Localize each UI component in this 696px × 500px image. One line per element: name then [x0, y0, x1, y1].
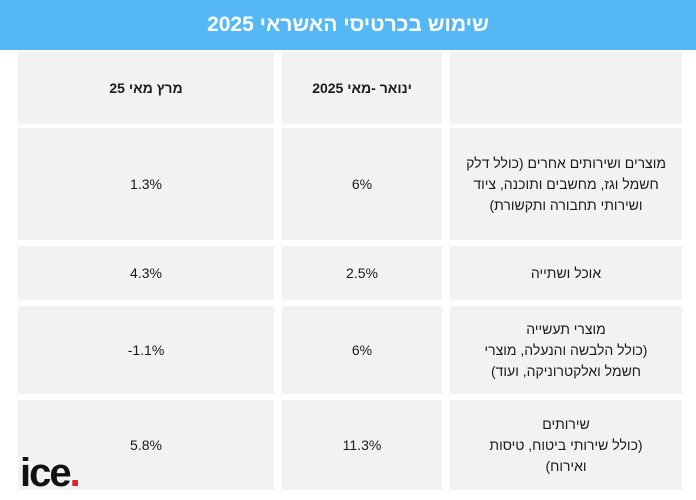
table-cell-mom: 5.8% — [18, 400, 274, 490]
category-line: ואירוח) — [545, 457, 587, 474]
category-line: שירותים — [542, 415, 590, 432]
category-line: חשמל ואלקטרוניקה, ועוד) — [491, 362, 642, 379]
category-line: אוכל ושתייה — [530, 264, 602, 281]
category-line: חשמל וגז, מחשבים ותוכנה, ציוד — [473, 175, 659, 192]
table-cell-mom: 1.3% — [18, 128, 274, 240]
category-line: ושירותי תחבורה ותקשורת) — [489, 196, 643, 213]
table-cell-ytd: 2.5% — [282, 246, 442, 300]
category-line: (כולל הלבשה והנעלה, מוצרי — [484, 341, 648, 358]
header-ytd: ינואר -מאי 2025 — [282, 52, 442, 124]
title-bar: שימוש בכרטיסי האשראי 2025 — [0, 0, 696, 50]
table-cell-ytd: 11.3% — [282, 400, 442, 490]
page-title: שימוש בכרטיסי האשראי 2025 — [207, 13, 489, 36]
data-table: ינואר -מאי 2025 מרץ מאי 25 מוצרים ושירות… — [12, 50, 688, 492]
table-row-category: שירותים (כולל שירותי ביטוח, טיסות ואירוח… — [450, 400, 682, 490]
header-mom: מרץ מאי 25 — [18, 52, 274, 124]
category-line: (כולל שירותי ביטוח, טיסות — [489, 436, 643, 453]
table-row-category: אוכל ושתייה — [450, 246, 682, 300]
category-line: מוצרי תעשייה — [526, 320, 606, 337]
table-cell-mom: -1.1% — [18, 306, 274, 394]
logo-text: ice — [20, 451, 72, 495]
table-cell-ytd: 6% — [282, 128, 442, 240]
header-category — [450, 52, 682, 124]
logo-dot: . — [69, 451, 81, 495]
table-row-category: מוצרי תעשייה (כולל הלבשה והנעלה, מוצרי ח… — [450, 306, 682, 394]
table-cell-mom: 4.3% — [18, 246, 274, 300]
category-line: מוצרים ושירותים אחרים (כולל דלק — [466, 154, 666, 171]
ice-logo: ice. — [20, 451, 81, 495]
table-cell-ytd: 6% — [282, 306, 442, 394]
table-row-category: מוצרים ושירותים אחרים (כולל דלק חשמל וגז… — [450, 128, 682, 240]
